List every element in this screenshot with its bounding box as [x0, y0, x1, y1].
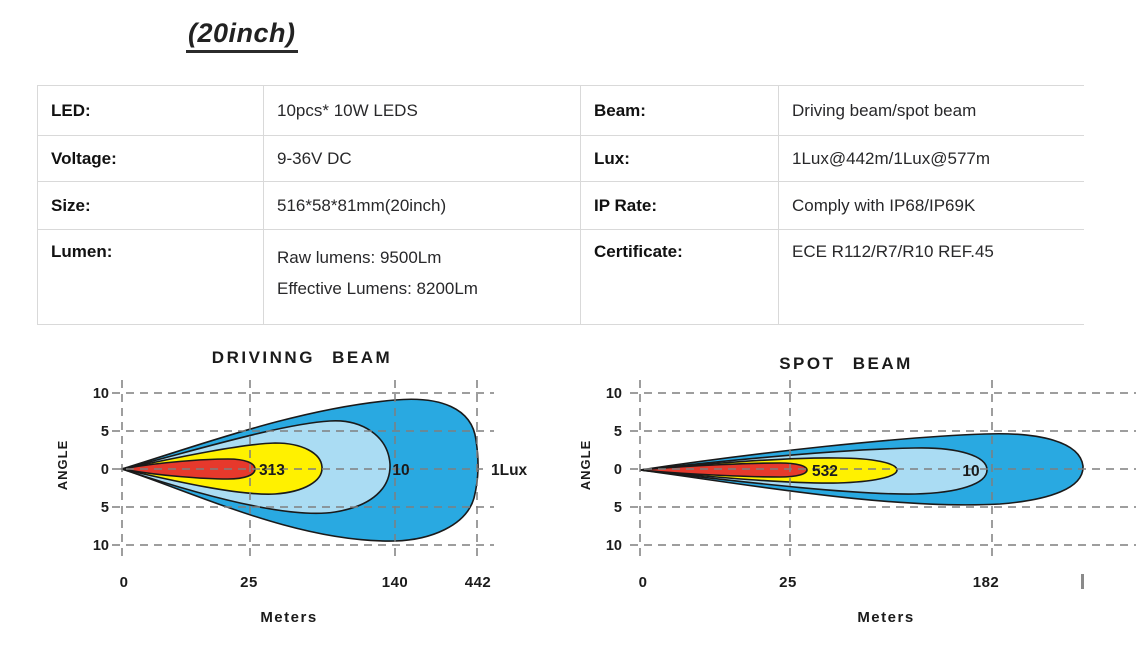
spec-value: 10pcs* 10W LEDS — [263, 85, 581, 136]
y-tick-label: 0 — [101, 462, 109, 478]
spec-label: IP Rate: — [580, 181, 779, 230]
spec-label: Certificate: — [580, 229, 779, 325]
spec-value-line: Raw lumens: 9500Lm — [277, 248, 442, 267]
chart-title: DRIVINNG BEAM — [212, 348, 392, 367]
y-tick-label: 10 — [93, 386, 109, 402]
spot-beam-chart: SPOT BEAM ANGLE 10 5 0 5 10 0 25 182 Met… — [578, 354, 1136, 626]
page-title: (20inch) — [186, 18, 298, 53]
grid-vertical-lines — [121, 380, 478, 556]
spec-value: 9-36V DC — [263, 135, 581, 182]
spec-label: Lux: — [580, 135, 779, 182]
beam-contour-hotspot — [639, 462, 808, 478]
grid-horizontal-lines — [112, 392, 494, 546]
y-tick-label: 5 — [614, 500, 622, 516]
y-tick-label: 5 — [101, 424, 109, 440]
grid-vertical-lines — [639, 380, 993, 556]
table-row: Size: 516*58*81mm(20inch) IP Rate: Compl… — [37, 181, 1084, 230]
x-tick-label: 0 — [120, 574, 129, 591]
grid-horizontal-lines — [630, 392, 1136, 546]
table-row: Voltage: 9-36V DC Lux: 1Lux@442m/1Lux@57… — [37, 135, 1084, 182]
spec-value: ECE R112/R7/R10 REF.45 — [778, 229, 1084, 325]
x-tick-label: 25 — [779, 574, 797, 591]
spec-value: 516*58*81mm(20inch) — [263, 181, 581, 230]
spec-label: Beam: — [580, 85, 779, 136]
contour-value-label: 1Lux — [491, 462, 528, 479]
x-tick-label: 442 — [465, 574, 492, 591]
spec-value: Driving beam/spot beam — [778, 85, 1084, 136]
chart-title: SPOT BEAM — [779, 354, 913, 373]
x-axis-label: Meters — [857, 609, 914, 626]
y-tick-label: 10 — [93, 538, 109, 554]
contour-value-label: 313 — [259, 462, 285, 479]
y-axis-label: ANGLE — [55, 440, 70, 491]
y-tick-label: 10 — [606, 386, 622, 402]
y-tick-label: 10 — [606, 538, 622, 554]
contour-value-label: 532 — [812, 463, 838, 480]
clipped-tick-fragment — [1081, 574, 1084, 589]
spec-table: LED: 10pcs* 10W LEDS Beam: Driving beam/… — [37, 85, 1084, 325]
spec-label: LED: — [37, 85, 264, 136]
table-row: Lumen: Raw lumens: 9500Lm Effective Lume… — [37, 229, 1084, 325]
spec-value: 1Lux@442m/1Lux@577m — [778, 135, 1084, 182]
x-axis-label: Meters — [260, 609, 317, 626]
spec-label: Size: — [37, 181, 264, 230]
x-tick-label: 0 — [639, 574, 648, 591]
x-tick-label: 25 — [240, 574, 258, 591]
x-tick-label: 140 — [382, 574, 409, 591]
y-tick-label: 5 — [101, 500, 109, 516]
y-tick-label: 0 — [614, 462, 622, 478]
y-axis-label: ANGLE — [578, 440, 593, 491]
driving-beam-chart: DRIVINNG BEAM ANGLE 10 5 0 5 10 0 25 140… — [55, 348, 528, 626]
x-tick-label: 182 — [973, 574, 1000, 591]
spec-label: Voltage: — [37, 135, 264, 182]
spec-value: Raw lumens: 9500Lm Effective Lumens: 820… — [263, 229, 581, 325]
contour-value-label: 10 — [962, 463, 979, 480]
spec-value-line: Effective Lumens: 8200Lm — [277, 279, 478, 298]
spec-value: Comply with IP68/IP69K — [778, 181, 1084, 230]
y-tick-label: 5 — [614, 424, 622, 440]
table-row: LED: 10pcs* 10W LEDS Beam: Driving beam/… — [37, 85, 1084, 136]
spec-label: Lumen: — [37, 229, 264, 325]
contour-value-label: 10 — [392, 462, 409, 479]
